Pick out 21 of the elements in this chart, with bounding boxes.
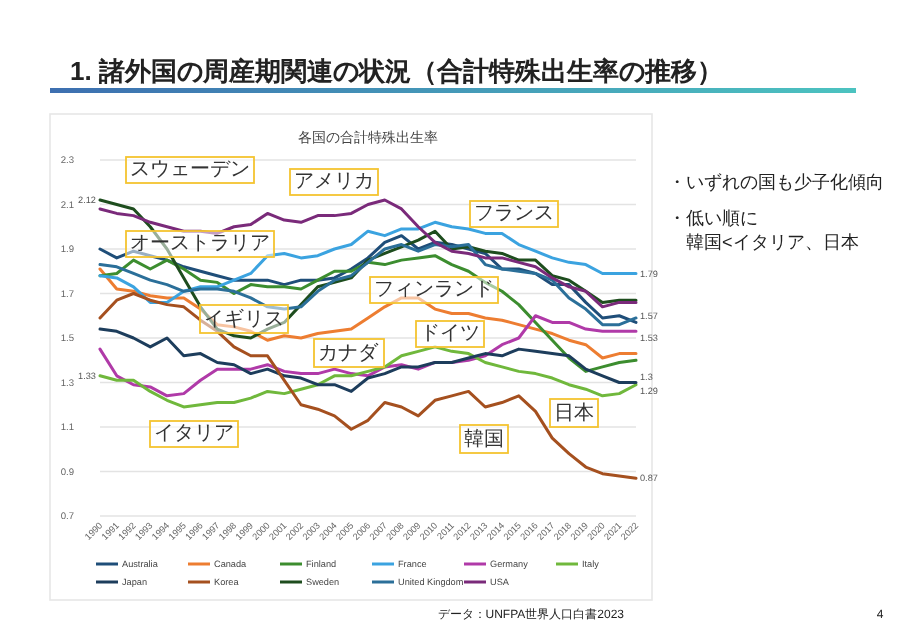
line-series xyxy=(98,220,638,304)
line-series xyxy=(98,267,638,360)
annotation: オーストラリア xyxy=(130,233,270,255)
annotation: フランス xyxy=(474,203,554,225)
text: ・低い順に xyxy=(668,208,758,228)
annotation: アメリカ xyxy=(294,171,374,193)
annotation: スウェーデン xyxy=(130,159,250,181)
annotation: カナダ xyxy=(318,341,380,365)
line-series xyxy=(98,198,638,309)
text: 韓国<イタリア、日本 xyxy=(686,232,859,252)
annotation: フィンランド xyxy=(374,279,494,301)
annotation: ドイツ xyxy=(420,323,480,345)
annotation: 韓国 xyxy=(464,427,504,451)
chart-title: 1. 諸外国の周産期関連の状況（合計特殊出生率の推移） xyxy=(70,56,723,86)
line-series xyxy=(98,198,638,340)
line-series xyxy=(98,327,638,393)
line-series xyxy=(98,254,638,373)
annotation: イタリア xyxy=(154,423,234,445)
annotation: イギリス xyxy=(204,307,284,331)
text: ・いずれの国も少子化傾向 xyxy=(668,172,884,192)
annotation: 日本 xyxy=(554,401,594,425)
